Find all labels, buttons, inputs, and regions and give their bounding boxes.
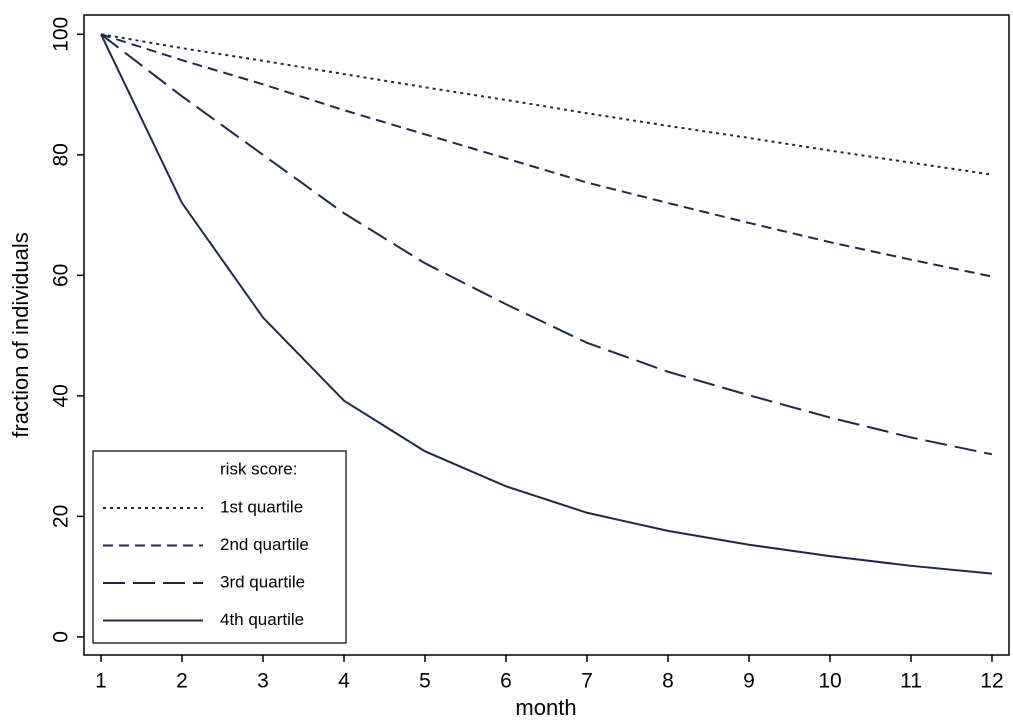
y-tick-label: 80 xyxy=(50,143,73,166)
series-line xyxy=(100,33,993,575)
y-tick-label: 100 xyxy=(50,17,73,52)
y-tick-label: 20 xyxy=(50,505,73,528)
x-tick-label: 9 xyxy=(743,670,755,693)
x-axis-title: month xyxy=(515,695,576,720)
y-tick-label: 60 xyxy=(50,264,73,287)
x-tick-label: 8 xyxy=(662,670,674,693)
y-axis-title: fraction of individuals xyxy=(8,232,33,437)
series-line xyxy=(100,33,993,278)
legend-label: 2nd quartile xyxy=(220,535,309,554)
x-tick-label: 2 xyxy=(176,670,188,693)
legend-label: 3rd quartile xyxy=(220,572,305,591)
y-tick-label: 40 xyxy=(50,384,73,407)
x-tick-label: 3 xyxy=(257,670,269,693)
x-tick-label: 4 xyxy=(338,670,350,693)
series-line xyxy=(100,33,993,176)
plot-frame xyxy=(83,14,1010,656)
legend-label: 1st quartile xyxy=(220,497,303,516)
series-line xyxy=(100,33,993,456)
x-tick-label: 11 xyxy=(900,670,922,693)
x-tick-label: 7 xyxy=(581,670,593,693)
legend-label: 4th quartile xyxy=(220,610,304,629)
x-tick-label: 1 xyxy=(95,670,107,693)
x-tick-label: 10 xyxy=(818,670,841,693)
x-tick-label: 5 xyxy=(419,670,431,693)
legend-title: risk score: xyxy=(220,459,297,478)
x-tick-label: 12 xyxy=(980,670,1003,693)
x-tick-label: 6 xyxy=(500,670,512,693)
y-tick-label: 0 xyxy=(50,631,73,643)
legend-box xyxy=(92,450,347,644)
